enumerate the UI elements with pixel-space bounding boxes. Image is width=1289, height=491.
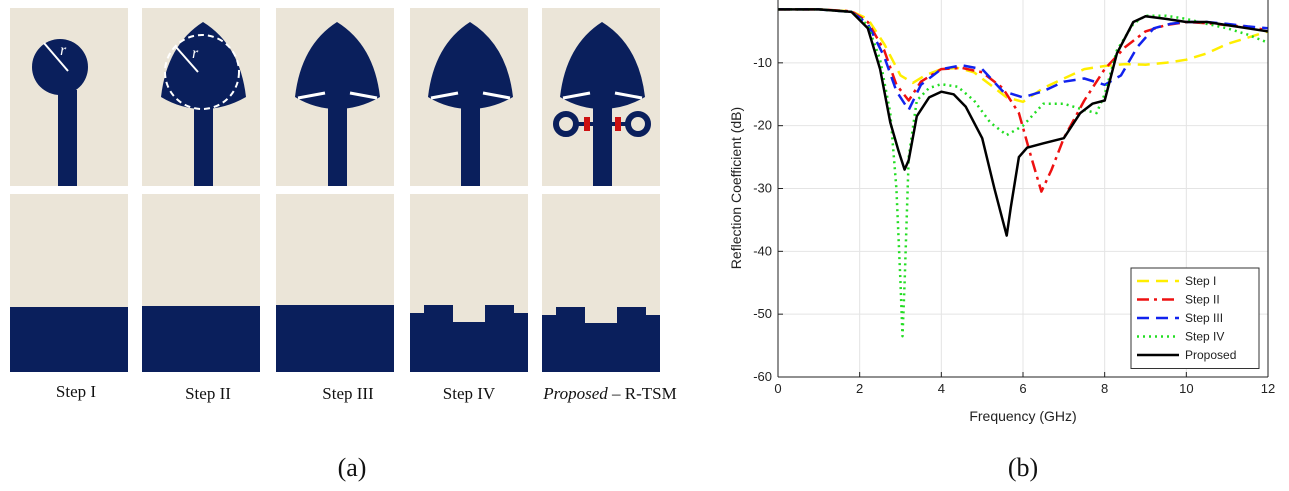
axis-ticks: 0 2 4 6 8 10 12 -60 -50 -40 -30 -20 -10 [753,55,1275,396]
x-tick-label: 2 [856,381,863,396]
step-1-front-view: r [10,8,128,186]
radius-label: r [192,45,199,62]
x-tick-label: 0 [774,381,781,396]
legend-label: Step III [1185,311,1223,325]
series-line-step-iv [778,8,1268,338]
proposed-ground-view [542,194,660,372]
proposed-front-view [542,8,660,186]
step-2-label: Step II [185,384,231,403]
step-1-label: Step I [56,382,96,401]
step-2-front-view: r [142,8,260,186]
x-tick-label: 8 [1101,381,1108,396]
x-axis-label: Frequency (GHz) [969,408,1076,424]
panel-a-caption: (a) [338,453,367,482]
series-line-step-ii [778,8,1268,193]
proposed-label: Proposed – R-TSM [542,384,677,403]
radius-label: r [60,42,67,59]
x-tick-label: 6 [1019,381,1026,396]
step-3-label: Step III [322,384,374,403]
legend-label: Step I [1185,274,1216,288]
y-tick-label: -50 [753,306,772,321]
panel-b-caption: (b) [1008,453,1038,482]
legend-label: Step II [1185,293,1220,307]
x-tick-label: 4 [938,381,945,396]
y-tick-label: -60 [753,369,772,384]
legend-label: Step IV [1185,330,1224,344]
step-4-label: Step IV [443,384,496,403]
y-axis-label: Reflection Coefficient (dB) [728,107,744,269]
step-4-front-view [410,8,528,186]
x-tick-label: 10 [1179,381,1193,396]
y-tick-label: -40 [753,243,772,258]
series-line-proposed [778,8,1268,237]
step-4-ground-view [410,194,528,372]
y-tick-label: -10 [753,55,772,70]
y-tick-label: -30 [753,181,772,196]
series-line-step-iii [778,8,1268,112]
legend-label: Proposed [1185,348,1236,362]
legend-box [1130,267,1260,369]
step-3-front-view [276,8,394,186]
x-tick-label: 12 [1261,381,1275,396]
step-1-ground-view [10,194,128,372]
y-tick-label: -20 [753,118,772,133]
series-line-step-i [778,8,1268,104]
step-2-ground-view [142,194,260,372]
panel-a-antenna-steps: r r [10,8,677,482]
legend: Step I Step II Step III Step IV Proposed [1130,267,1260,369]
step-3-ground-view [276,194,394,372]
panel-b-reflection-chart: 0 2 4 6 8 10 12 -60 -50 -40 -30 -20 -10 Frequency (G… [728,0,1275,482]
series-lines [778,8,1268,338]
